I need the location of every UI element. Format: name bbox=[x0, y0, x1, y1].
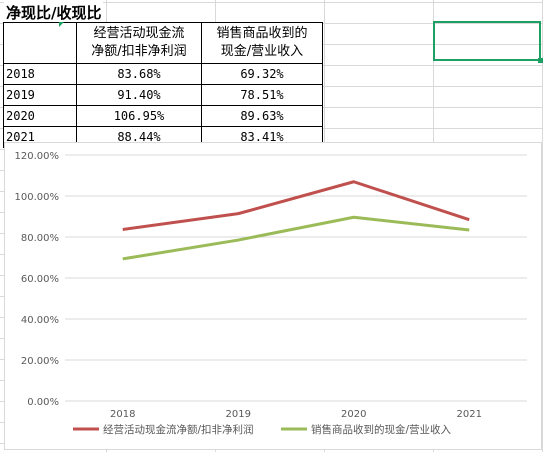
y-tick-label: 60.00% bbox=[21, 274, 59, 285]
header-cell-operating-cashflow[interactable]: 经营活动现金流 净额/扣非净利润 bbox=[76, 22, 202, 64]
x-tick-label: 2021 bbox=[457, 409, 482, 420]
y-tick-label: 120.00% bbox=[15, 151, 60, 162]
legend-label: 经营活动现金流净额/扣非净利润 bbox=[103, 423, 254, 436]
header-cell-blank[interactable] bbox=[3, 22, 77, 64]
x-tick-label: 2020 bbox=[341, 409, 366, 420]
fill-handle[interactable] bbox=[538, 58, 543, 63]
header-line: 现金/营业收入 bbox=[220, 44, 304, 59]
value-cell[interactable]: 83.68% bbox=[76, 63, 202, 85]
chart-svg: 0.00% 20.00% 40.00% 60.00% 80.00% 100.00% 120.… bbox=[15, 151, 527, 436]
y-tick-label: 80.00% bbox=[21, 233, 59, 244]
data-table: 经营活动现金流 净额/扣非净利润 销售商品收到的 现金/营业收入 2018 83… bbox=[3, 22, 323, 148]
value-cell[interactable]: 91.40% bbox=[76, 84, 202, 106]
table-header-row: 经营活动现金流 净额/扣非净利润 销售商品收到的 现金/营业收入 bbox=[3, 22, 323, 64]
y-tick-label: 20.00% bbox=[21, 356, 59, 367]
header-line: 净额/扣非净利润 bbox=[91, 44, 187, 59]
y-tick-label: 40.00% bbox=[21, 315, 59, 326]
year-cell[interactable]: 2020 bbox=[3, 105, 77, 127]
y-tick-label: 100.00% bbox=[15, 192, 60, 203]
selected-cell[interactable] bbox=[433, 21, 541, 61]
table-row: 2020 106.95% 89.63% bbox=[3, 105, 323, 127]
x-tick-label: 2019 bbox=[226, 409, 251, 420]
year-cell[interactable]: 2018 bbox=[3, 63, 77, 85]
x-tick-label: 2018 bbox=[110, 409, 135, 420]
comment-indicator-icon bbox=[59, 22, 64, 27]
y-tick-label: 0.00% bbox=[27, 397, 59, 408]
table-row: 2019 91.40% 78.51% bbox=[3, 84, 323, 106]
series-line bbox=[122, 215, 470, 261]
header-cell-sales-cash[interactable]: 销售商品收到的 现金/营业收入 bbox=[201, 22, 323, 64]
table-row: 2018 83.68% 69.32% bbox=[3, 63, 323, 85]
value-cell[interactable]: 78.51% bbox=[201, 84, 323, 106]
value-cell[interactable]: 106.95% bbox=[76, 105, 202, 127]
value-cell[interactable]: 69.32% bbox=[201, 63, 323, 85]
line-chart[interactable]: 0.00% 20.00% 40.00% 60.00% 80.00% 100.00% 120.… bbox=[4, 142, 542, 450]
sheet-title[interactable]: 净现比/收现比 bbox=[4, 2, 104, 23]
series-line bbox=[122, 180, 470, 231]
header-line: 经营活动现金流 bbox=[93, 26, 185, 41]
header-line: 销售商品收到的 bbox=[216, 26, 308, 41]
legend-label: 销售商品收到的现金/营业收入 bbox=[311, 423, 452, 436]
value-cell[interactable]: 89.63% bbox=[201, 105, 323, 127]
year-cell[interactable]: 2019 bbox=[3, 84, 77, 106]
